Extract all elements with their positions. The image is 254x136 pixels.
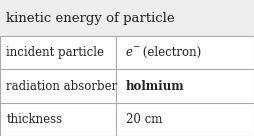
Bar	[0, 0, 254, 36]
Text: holmium: holmium	[126, 80, 184, 92]
Text: (electron): (electron)	[139, 46, 201, 59]
Text: −: −	[132, 42, 139, 51]
Text: thickness: thickness	[6, 113, 62, 126]
Text: radiation absorber: radiation absorber	[6, 80, 118, 92]
Text: kinetic energy of particle: kinetic energy of particle	[6, 12, 175, 24]
Text: 20 cm: 20 cm	[126, 113, 162, 126]
Text: e: e	[126, 46, 133, 59]
Text: incident particle: incident particle	[6, 46, 104, 59]
